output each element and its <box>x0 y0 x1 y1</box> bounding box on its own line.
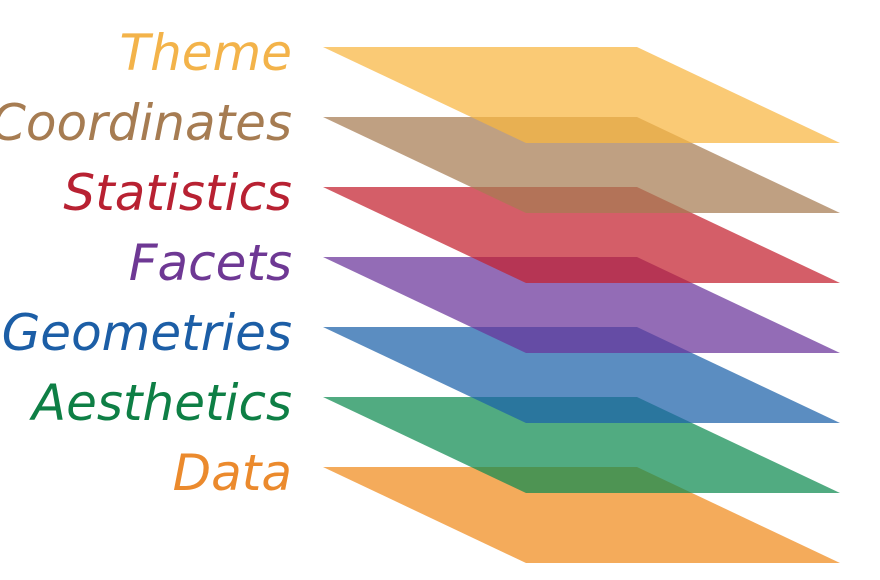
layer-labels: Theme Coordinates Statistics Facets Geometri… <box>0 24 292 502</box>
label-geometries: Geometries <box>2 304 292 362</box>
plane-facets <box>323 257 840 353</box>
plane-theme <box>323 47 840 143</box>
label-facets: Facets <box>129 234 292 292</box>
label-statistics: Statistics <box>63 164 292 222</box>
plane-aesthetics <box>323 397 840 493</box>
plane-coordinates <box>323 117 840 213</box>
label-aesthetics: Aesthetics <box>29 374 292 432</box>
plane-geometries <box>323 327 840 423</box>
plane-data <box>323 467 840 563</box>
label-theme: Theme <box>120 24 292 82</box>
label-data: Data <box>173 444 292 502</box>
layer-planes <box>323 47 840 563</box>
label-coordinates: Coordinates <box>0 94 292 152</box>
plane-statistics <box>323 187 840 283</box>
